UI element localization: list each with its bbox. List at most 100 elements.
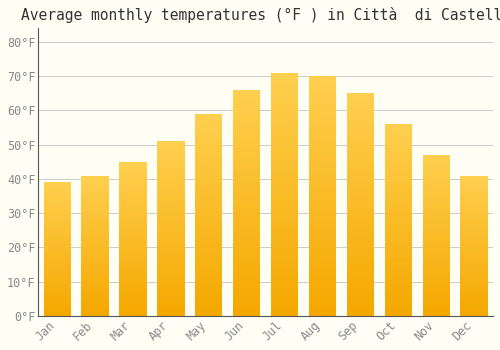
Bar bbox=[460, 260, 487, 262]
Bar bbox=[271, 107, 298, 112]
Bar bbox=[460, 248, 487, 251]
Bar bbox=[120, 196, 146, 199]
Bar bbox=[384, 197, 412, 201]
Bar bbox=[120, 193, 146, 196]
Bar bbox=[384, 174, 412, 178]
Bar bbox=[422, 290, 450, 293]
Bar bbox=[384, 285, 412, 289]
Bar bbox=[347, 285, 374, 289]
Bar bbox=[82, 178, 108, 181]
Bar bbox=[44, 233, 71, 236]
Bar bbox=[195, 284, 222, 288]
Bar bbox=[460, 178, 487, 181]
Bar bbox=[120, 199, 146, 202]
Bar bbox=[233, 212, 260, 217]
Bar bbox=[347, 151, 374, 156]
Bar bbox=[195, 178, 222, 183]
Bar bbox=[309, 191, 336, 196]
Bar bbox=[347, 240, 374, 245]
Bar bbox=[120, 162, 146, 165]
Bar bbox=[271, 165, 298, 170]
Bar bbox=[384, 312, 412, 316]
Bar bbox=[347, 249, 374, 254]
Bar bbox=[460, 291, 487, 294]
Bar bbox=[460, 220, 487, 223]
Bar bbox=[422, 223, 450, 226]
Bar bbox=[422, 313, 450, 316]
Bar bbox=[422, 255, 450, 258]
Bar bbox=[422, 168, 450, 171]
Bar bbox=[347, 200, 374, 205]
Bar bbox=[195, 267, 222, 272]
Bar bbox=[120, 214, 146, 217]
Bar bbox=[44, 289, 71, 292]
Bar bbox=[195, 187, 222, 191]
Bar bbox=[120, 217, 146, 220]
Bar bbox=[82, 198, 108, 201]
Bar bbox=[422, 194, 450, 197]
Bar bbox=[44, 268, 71, 271]
Bar bbox=[271, 282, 298, 287]
Bar bbox=[271, 209, 298, 214]
Bar bbox=[195, 231, 222, 235]
Bar bbox=[157, 299, 184, 302]
Bar bbox=[347, 147, 374, 151]
Bar bbox=[309, 249, 336, 254]
Bar bbox=[271, 248, 298, 253]
Bar bbox=[44, 236, 71, 238]
Bar bbox=[309, 220, 336, 225]
Bar bbox=[347, 191, 374, 196]
Bar bbox=[347, 174, 374, 178]
Bar bbox=[271, 199, 298, 204]
Bar bbox=[233, 230, 260, 235]
Bar bbox=[347, 187, 374, 191]
Bar bbox=[271, 238, 298, 243]
Bar bbox=[120, 202, 146, 205]
Bar bbox=[347, 254, 374, 258]
Bar bbox=[347, 307, 374, 312]
Bar bbox=[82, 181, 108, 184]
Bar bbox=[309, 234, 336, 239]
Bar bbox=[309, 177, 336, 182]
Bar bbox=[195, 126, 222, 130]
Bar bbox=[460, 257, 487, 260]
Bar bbox=[82, 299, 108, 302]
Bar bbox=[44, 265, 71, 268]
Bar bbox=[120, 298, 146, 301]
Bar bbox=[271, 185, 298, 189]
Bar bbox=[347, 245, 374, 249]
Bar bbox=[44, 201, 71, 204]
Bar bbox=[347, 258, 374, 262]
Bar bbox=[233, 244, 260, 248]
Bar bbox=[157, 190, 184, 194]
Bar bbox=[233, 289, 260, 293]
Bar bbox=[233, 234, 260, 239]
Bar bbox=[460, 226, 487, 229]
Bar bbox=[271, 267, 298, 272]
Bar bbox=[82, 294, 108, 296]
Bar bbox=[157, 155, 184, 159]
Bar bbox=[44, 228, 71, 231]
Bar bbox=[460, 181, 487, 184]
Bar bbox=[384, 270, 412, 274]
Bar bbox=[347, 209, 374, 214]
Bar bbox=[120, 180, 146, 183]
Bar bbox=[460, 206, 487, 209]
Bar bbox=[422, 216, 450, 219]
Bar bbox=[347, 93, 374, 98]
Bar bbox=[120, 270, 146, 273]
Bar bbox=[44, 279, 71, 281]
Bar bbox=[157, 229, 184, 232]
Bar bbox=[422, 261, 450, 265]
Bar bbox=[195, 167, 222, 170]
Bar bbox=[309, 153, 336, 158]
Bar bbox=[44, 257, 71, 260]
Bar bbox=[384, 140, 412, 144]
Bar bbox=[271, 131, 298, 136]
Bar bbox=[460, 299, 487, 302]
Bar bbox=[309, 81, 336, 86]
Bar bbox=[271, 126, 298, 131]
Bar bbox=[271, 92, 298, 97]
Bar bbox=[82, 285, 108, 288]
Bar bbox=[422, 239, 450, 242]
